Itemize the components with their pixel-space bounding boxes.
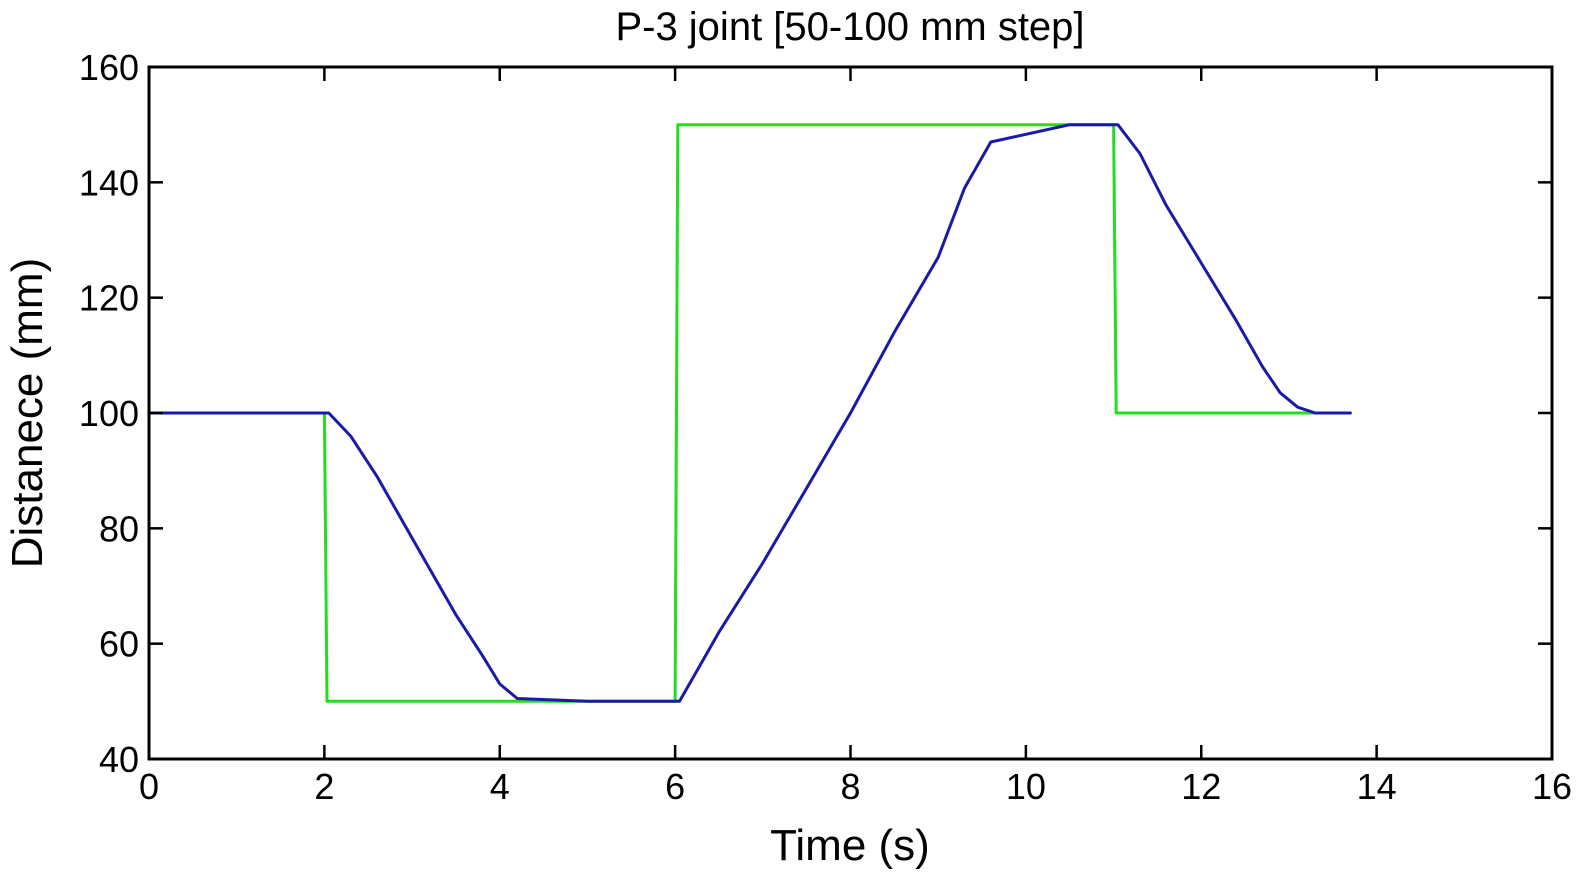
y-axis: 40 60 80 100 120 140 160	[79, 47, 1552, 780]
x-tick-label: 0	[139, 766, 159, 807]
series-layer	[147, 123, 1352, 703]
series-line-green	[147, 123, 1352, 703]
x-tick-label: 12	[1181, 766, 1221, 807]
chart-title: P-3 joint [50-100 mm step]	[615, 5, 1084, 49]
y-tick-label: 60	[99, 624, 139, 665]
y-tick-label: 100	[79, 393, 139, 434]
y-tick-label: 120	[79, 278, 139, 319]
x-axis-label: Time (s)	[770, 821, 930, 870]
x-tick-label: 2	[314, 766, 334, 807]
x-tick-label: 8	[840, 766, 860, 807]
x-tick-label: 14	[1357, 766, 1397, 807]
y-tick-label: 140	[79, 162, 139, 203]
series-line-blue	[147, 123, 1352, 703]
x-axis: 0 2 4 6 8 10 12 14 16	[139, 67, 1572, 807]
x-tick-label: 6	[665, 766, 685, 807]
x-tick-label: 16	[1532, 766, 1572, 807]
x-tick-label: 10	[1006, 766, 1046, 807]
y-tick-label: 80	[99, 508, 139, 549]
y-tick-label: 40	[99, 739, 139, 780]
y-axis-label: Distanece (mm)	[3, 258, 52, 569]
y-tick-label: 160	[79, 47, 139, 88]
x-tick-label: 4	[490, 766, 510, 807]
